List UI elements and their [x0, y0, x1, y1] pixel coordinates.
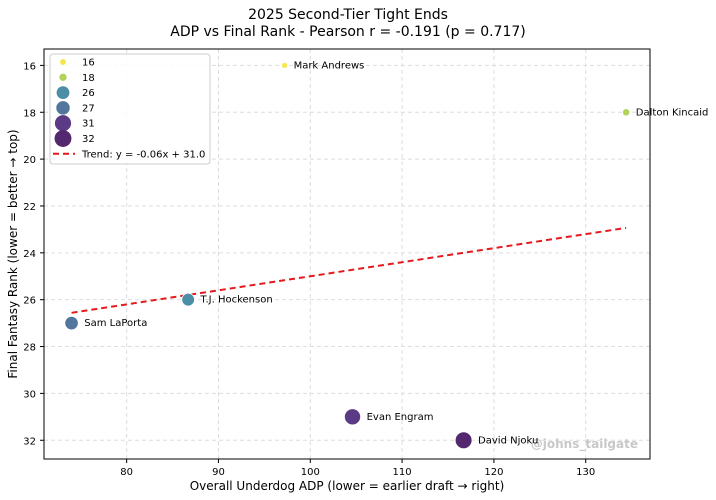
x-tick-label: 80 — [120, 467, 133, 478]
plot-frame — [43, 48, 651, 460]
legend-marker — [54, 115, 72, 132]
y-tick-label: 24 — [23, 249, 36, 260]
legend-marker — [59, 73, 67, 81]
data-point — [622, 108, 631, 117]
legend: 16 18 26 27 31 32 Trend: y = -0.06x + 31.0 — [49, 53, 211, 165]
legend-label: 32 — [82, 134, 95, 145]
x-axis-label: Overall Underdog ADP (lower = earlier dr… — [190, 479, 505, 493]
legend-label: 31 — [82, 119, 95, 130]
legend-label: 26 — [82, 88, 95, 99]
data-points: Mark Andrews Dalton Kincaid T.J. Hockenson… — [64, 60, 709, 450]
y-tick-label: 26 — [23, 296, 36, 307]
legend-marker — [56, 101, 70, 115]
x-tick-label: 100 — [301, 467, 320, 478]
x-tick-label: 130 — [576, 467, 595, 478]
point-label: Dalton Kincaid — [636, 107, 709, 118]
point-label: David Njoku — [478, 435, 538, 446]
x-tick-label: 120 — [484, 467, 503, 478]
data-point — [454, 431, 473, 450]
point-label: Mark Andrews — [294, 60, 365, 71]
data-point — [181, 292, 195, 307]
legend-label: 18 — [82, 73, 95, 84]
point-label: Evan Engram — [367, 412, 434, 423]
data-point — [344, 408, 362, 426]
data-point — [64, 315, 79, 331]
y-tick-label: 20 — [23, 155, 36, 166]
point-label: Sam LaPorta — [84, 318, 147, 329]
legend-marker — [60, 59, 66, 65]
y-tick-label: 32 — [23, 436, 36, 447]
point-label: T.J. Hockenson — [200, 295, 273, 306]
y-tick-label: 16 — [23, 61, 36, 72]
x-tick-label: 90 — [212, 467, 225, 478]
legend-label: 16 — [82, 58, 95, 69]
y-tick-label: 30 — [23, 389, 36, 400]
y-tick-label: 18 — [23, 108, 36, 119]
x-tick-label: 110 — [393, 467, 412, 478]
axis-ticks: 80 90 100 110 120 130 16 18 20 22 24 26 28 30 32 — [23, 61, 595, 478]
chart-title-line1: 2025 Second-Tier Tight Ends — [248, 7, 448, 23]
legend-marker — [56, 86, 70, 99]
legend-label: 27 — [82, 103, 95, 114]
y-tick-label: 22 — [23, 202, 36, 213]
trend-line — [71, 226, 627, 314]
legend-box — [49, 53, 211, 165]
watermark: @johns_tailgate — [531, 437, 638, 452]
chart-title-line2: ADP vs Final Rank - Pearson r = -0.191 (… — [170, 24, 526, 40]
legend-marker — [54, 130, 72, 147]
data-point — [281, 62, 288, 69]
y-tick-label: 28 — [23, 343, 36, 354]
legend-trend-label: Trend: y = -0.06x + 31.0 — [81, 149, 205, 160]
y-axis-label: Final Fantasy Rank (lower = better → top… — [6, 129, 20, 378]
